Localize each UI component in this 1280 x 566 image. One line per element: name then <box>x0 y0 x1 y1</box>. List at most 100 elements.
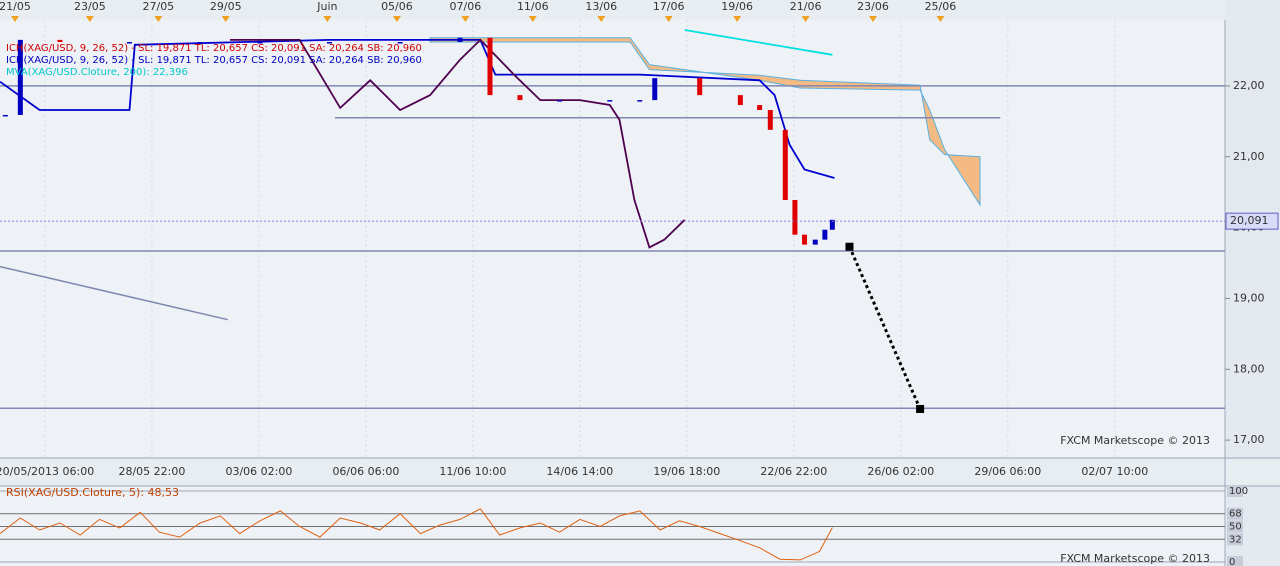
x2-tick-mark <box>85 16 94 22</box>
x2-tick-label: 17/06 <box>653 0 685 13</box>
x2-tick-label: 23/06 <box>857 0 889 13</box>
y-tick-label: 21,00 <box>1233 150 1265 163</box>
indicator-line <box>230 38 686 249</box>
candle <box>737 95 743 106</box>
x2-tick-mark <box>869 16 878 22</box>
x2-tick-label: 21/06 <box>790 0 822 13</box>
x2-tick-mark <box>10 16 19 22</box>
trend-line <box>0 265 229 321</box>
x-tick-label: 22/06 22:00 <box>760 465 827 478</box>
candle <box>822 229 828 240</box>
candle <box>637 100 643 102</box>
y-tick-label: 18,00 <box>1233 362 1265 375</box>
x2-tick-label: 19/06 <box>721 0 753 13</box>
anchor-point <box>845 242 854 251</box>
candle <box>652 78 658 101</box>
x-tick-label: 14/06 14:00 <box>546 465 613 478</box>
x2-tick-mark <box>528 16 537 22</box>
x2-tick-label: 05/06 <box>381 0 413 13</box>
x2-tick-label: 29/05 <box>210 0 242 13</box>
x-tick-label: 29/06 06:00 <box>974 465 1041 478</box>
x-tick-label: 06/06 06:00 <box>332 465 399 478</box>
x2-tick-mark <box>597 16 606 22</box>
candle <box>697 78 703 96</box>
x2-tick-mark <box>664 16 673 22</box>
candle <box>829 219 835 230</box>
candle <box>757 105 763 111</box>
y-tick-box <box>1227 485 1243 497</box>
x-tick-label: 03/06 02:00 <box>225 465 292 478</box>
candle <box>2 114 8 117</box>
x2-tick-label: 07/06 <box>450 0 482 13</box>
x2-tick-label: Juin <box>316 0 337 13</box>
legend-entry: ICH(XAG/USD, 9, 26, 52) - SL: 19,871 TL:… <box>6 55 422 66</box>
y-tick-label: 19,00 <box>1233 291 1265 304</box>
x2-tick-mark <box>936 16 945 22</box>
legend-entry: ICH(XAG/USD, 9, 26, 52) - SL: 19,871 TL:… <box>6 43 422 54</box>
candle <box>802 234 808 245</box>
candle <box>487 37 493 96</box>
legend-entry: MVA(XAG/USD.Cloture, 200): 22,396 <box>6 67 188 78</box>
y-tick-label: 100 <box>1229 486 1248 497</box>
rsi-title: RSI(XAG/USD.Cloture, 5): 48,53 <box>6 486 179 499</box>
y-tick-label: 17,00 <box>1233 433 1265 446</box>
watermark: FXCM Marketscope © 2013 <box>1060 434 1210 447</box>
candle <box>457 37 463 43</box>
x-tick-label: 11/06 10:00 <box>439 465 506 478</box>
anchor-point <box>916 404 925 413</box>
x-tick-label: 19/06 18:00 <box>653 465 720 478</box>
candle <box>792 199 798 235</box>
x2-tick-mark <box>392 16 401 22</box>
x2-tick-mark <box>221 16 230 22</box>
candle <box>607 100 613 102</box>
price-box <box>1225 212 1279 230</box>
indicator-line <box>684 29 833 56</box>
x-tick-label: 26/06 02:00 <box>867 465 934 478</box>
rsi-line <box>0 508 833 561</box>
price-label: 20,091 <box>1230 214 1269 227</box>
x2-tick-label: 23/05 <box>74 0 106 13</box>
candle <box>327 42 333 44</box>
x2-tick-mark <box>154 16 163 22</box>
candle <box>557 100 563 102</box>
candle <box>782 129 788 200</box>
x2-tick-label: 25/06 <box>925 0 957 13</box>
y-tick-box <box>1227 520 1243 533</box>
candle <box>397 42 403 44</box>
x-tick-label: 02/07 10:00 <box>1081 465 1148 478</box>
candle <box>197 42 203 44</box>
x2-tick-mark <box>801 16 810 22</box>
candle <box>257 42 263 44</box>
x2-tick-label: 21/05 <box>0 0 31 13</box>
y-tick-box <box>1227 533 1243 546</box>
candle <box>517 95 523 101</box>
y-tick-label: 32 <box>1229 534 1242 545</box>
x-axis-strip <box>0 458 1280 486</box>
x2-tick-label: 11/06 <box>517 0 549 13</box>
candle <box>126 42 132 44</box>
x-tick-label: 20/05/2013 06:00 <box>0 465 94 478</box>
candle <box>17 39 23 115</box>
top-date-strip <box>0 0 1225 20</box>
y-tick-label: 0 <box>1229 557 1235 566</box>
y-tick-label: 68 <box>1229 509 1242 520</box>
watermark: FXCM Marketscope © 2013 <box>1060 552 1210 565</box>
candle <box>767 110 773 130</box>
x2-tick-mark <box>733 16 742 22</box>
candle <box>57 39 63 43</box>
y-tick-box <box>1227 507 1243 520</box>
x2-tick-label: 27/05 <box>142 0 174 13</box>
x2-tick-mark <box>323 16 332 22</box>
y-tick-label: 22,00 <box>1233 79 1265 92</box>
x-tick-label: 28/05 22:00 <box>118 465 185 478</box>
ichimoku-cloud <box>429 37 981 207</box>
price-panel: 20/05/2013 06:00 28/05 22:00 03/06 02:00 06… <box>0 0 1279 478</box>
candle <box>812 239 818 245</box>
y-tick-box <box>1227 556 1243 566</box>
x2-tick-mark <box>461 16 470 22</box>
x2-tick-label: 13/06 <box>585 0 617 13</box>
y-tick-label: 50 <box>1229 522 1242 533</box>
indicator-line <box>0 39 835 179</box>
